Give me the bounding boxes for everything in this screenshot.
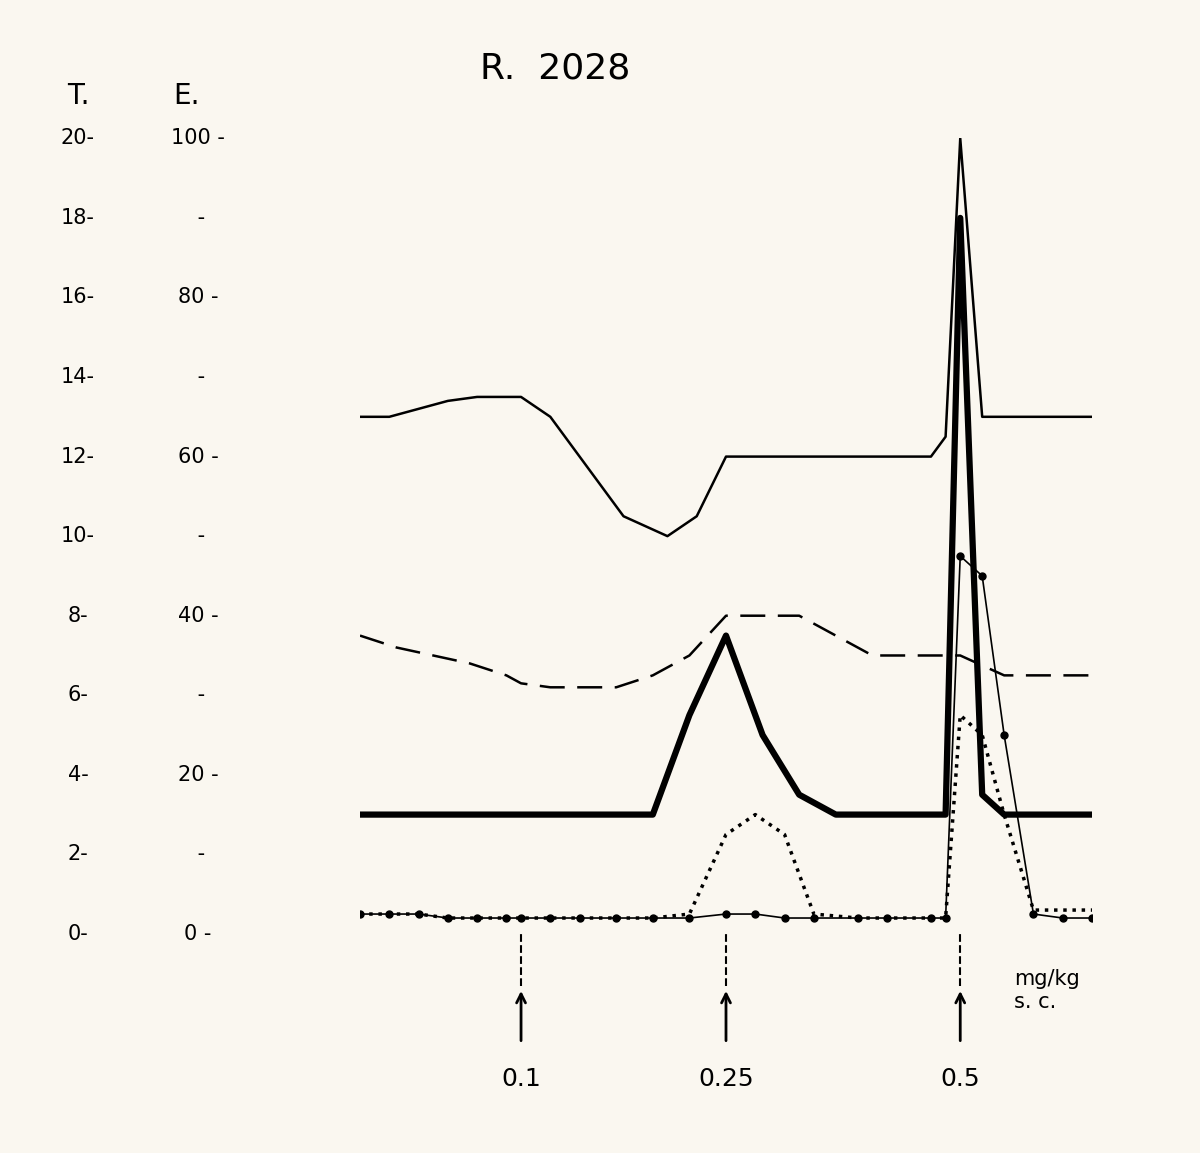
Text: 100 -: 100 - [172,128,224,149]
Text: 20-: 20- [61,128,95,149]
Text: 16-: 16- [61,287,95,308]
Text: 12-: 12- [61,446,95,467]
Text: -: - [191,526,205,547]
Text: 8-: 8- [67,605,89,626]
Text: 14-: 14- [61,367,95,387]
Text: 60 -: 60 - [178,446,218,467]
Text: 0.25: 0.25 [698,1067,754,1091]
Text: 40 -: 40 - [178,605,218,626]
Text: 4-: 4- [67,764,89,785]
Text: 0.1: 0.1 [502,1067,541,1091]
Text: 0-: 0- [67,924,89,944]
Text: mg/kg
s. c.: mg/kg s. c. [1014,969,1080,1011]
Text: T.: T. [67,82,89,110]
Text: 20 -: 20 - [178,764,218,785]
Text: 80 -: 80 - [178,287,218,308]
Text: 18-: 18- [61,208,95,228]
Text: R.  2028: R. 2028 [480,52,630,85]
Text: -: - [191,367,205,387]
Text: -: - [191,685,205,706]
Text: 0 -: 0 - [185,924,211,944]
Text: -: - [191,844,205,865]
Text: -: - [191,208,205,228]
Text: E.: E. [173,82,199,110]
Text: 6-: 6- [67,685,89,706]
Text: 0.5: 0.5 [941,1067,980,1091]
Text: 2-: 2- [67,844,89,865]
Text: 10-: 10- [61,526,95,547]
